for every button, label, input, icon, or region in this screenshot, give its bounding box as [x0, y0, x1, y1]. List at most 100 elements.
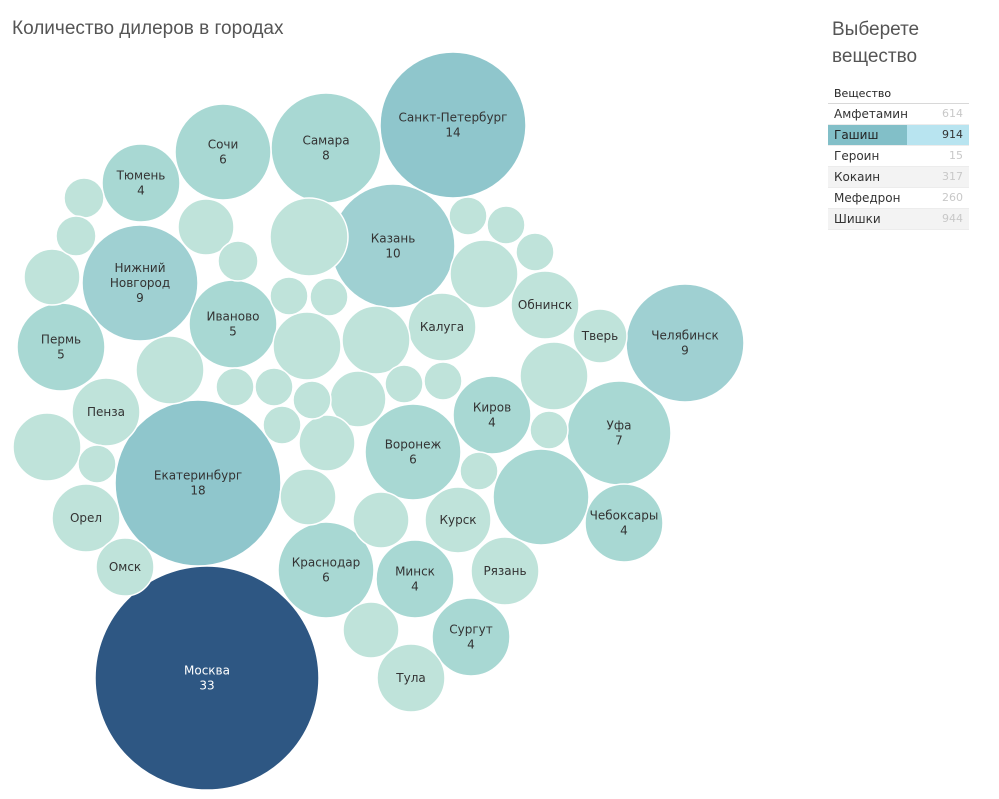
bubble-mark[interactable]	[352, 491, 410, 549]
filter-option[interactable]: Кокаин 317	[828, 167, 969, 188]
bubble[interactable]	[459, 451, 499, 491]
bubble-mark[interactable]	[101, 143, 181, 223]
bubble-mark[interactable]	[519, 341, 589, 411]
bubble-mark[interactable]	[135, 335, 205, 405]
bubble[interactable]: Омск	[95, 537, 155, 597]
bubble-mark[interactable]	[379, 51, 527, 199]
bubble[interactable]	[55, 215, 97, 257]
bubble[interactable]	[529, 410, 569, 450]
bubble[interactable]	[486, 205, 526, 245]
bubble[interactable]: Обнинск	[510, 270, 580, 340]
bubble-mark[interactable]	[279, 468, 337, 526]
bubble[interactable]	[262, 405, 302, 445]
bubble-mark[interactable]	[262, 405, 302, 445]
bubble-mark[interactable]	[492, 448, 590, 546]
bubble[interactable]: Орел	[51, 483, 121, 553]
bubble-mark[interactable]	[95, 537, 155, 597]
bubble-mark[interactable]	[71, 377, 141, 447]
bubble[interactable]	[341, 305, 411, 375]
bubble-mark[interactable]	[177, 198, 235, 256]
bubble[interactable]: Курск	[424, 486, 492, 554]
bubble[interactable]	[298, 414, 356, 472]
filter-option[interactable]: Героин 15	[828, 146, 969, 167]
bubble-mark[interactable]	[486, 205, 526, 245]
bubble-mark[interactable]	[12, 412, 82, 482]
bubble-mark[interactable]	[584, 483, 664, 563]
bubble-mark[interactable]	[341, 305, 411, 375]
bubble-mark[interactable]	[423, 361, 463, 401]
bubble-mark[interactable]	[376, 643, 446, 713]
bubble-mark[interactable]	[63, 177, 105, 219]
bubble-mark[interactable]	[384, 364, 424, 404]
bubble[interactable]	[292, 380, 332, 420]
bubble-mark[interactable]	[431, 597, 511, 677]
bubble-mark[interactable]	[51, 483, 121, 553]
bubble-mark[interactable]	[424, 486, 492, 554]
bubble-mark[interactable]	[292, 380, 332, 420]
bubble[interactable]	[515, 232, 555, 272]
bubble-mark[interactable]	[23, 248, 81, 306]
bubble[interactable]	[449, 239, 519, 309]
filter-option[interactable]: Шишки 944	[828, 209, 969, 230]
bubble-mark[interactable]	[174, 103, 272, 201]
bubble[interactable]	[269, 197, 349, 277]
bubble-mark[interactable]	[55, 215, 97, 257]
bubble-mark[interactable]	[364, 403, 462, 501]
bubble-mark[interactable]	[277, 521, 375, 619]
bubble-mark[interactable]	[375, 539, 455, 619]
bubble-mark[interactable]	[269, 276, 309, 316]
bubble[interactable]: Тула	[376, 643, 446, 713]
bubble-mark[interactable]	[217, 240, 259, 282]
bubble[interactable]: Пенза	[71, 377, 141, 447]
bubble-mark[interactable]	[81, 224, 199, 342]
bubble-mark[interactable]	[77, 444, 117, 484]
filter-option[interactable]: Гашиш 914	[828, 125, 969, 146]
bubble-mark[interactable]	[114, 399, 282, 567]
bubble-mark[interactable]	[309, 277, 349, 317]
bubble-mark[interactable]	[342, 601, 400, 659]
bubble-mark[interactable]	[215, 367, 255, 407]
bubble-mark[interactable]	[459, 451, 499, 491]
bubble[interactable]	[492, 448, 590, 546]
bubble[interactable]	[135, 335, 205, 405]
bubble[interactable]	[254, 367, 294, 407]
bubble[interactable]	[215, 367, 255, 407]
bubble-mark[interactable]	[449, 239, 519, 309]
bubble[interactable]	[342, 601, 400, 659]
bubble[interactable]: Рязань	[470, 536, 540, 606]
bubble-mark[interactable]	[452, 375, 532, 455]
bubble[interactable]	[269, 276, 309, 316]
filter-option[interactable]: Мефедрон 260	[828, 188, 969, 209]
bubble[interactable]	[448, 196, 488, 236]
bubble[interactable]	[272, 311, 342, 381]
filter-option[interactable]: Амфетамин 614	[828, 104, 969, 125]
bubble-mark[interactable]	[272, 311, 342, 381]
bubble-mark[interactable]	[572, 308, 628, 364]
bubble[interactable]	[77, 444, 117, 484]
bubble[interactable]	[177, 198, 235, 256]
bubble[interactable]	[384, 364, 424, 404]
bubble-mark[interactable]	[510, 270, 580, 340]
bubble[interactable]	[217, 240, 259, 282]
bubble-mark[interactable]	[515, 232, 555, 272]
bubble[interactable]: Тверь	[572, 308, 628, 364]
bubble[interactable]	[12, 412, 82, 482]
bubble-mark[interactable]	[470, 536, 540, 606]
bubble-mark[interactable]	[254, 367, 294, 407]
bubble-mark[interactable]	[448, 196, 488, 236]
